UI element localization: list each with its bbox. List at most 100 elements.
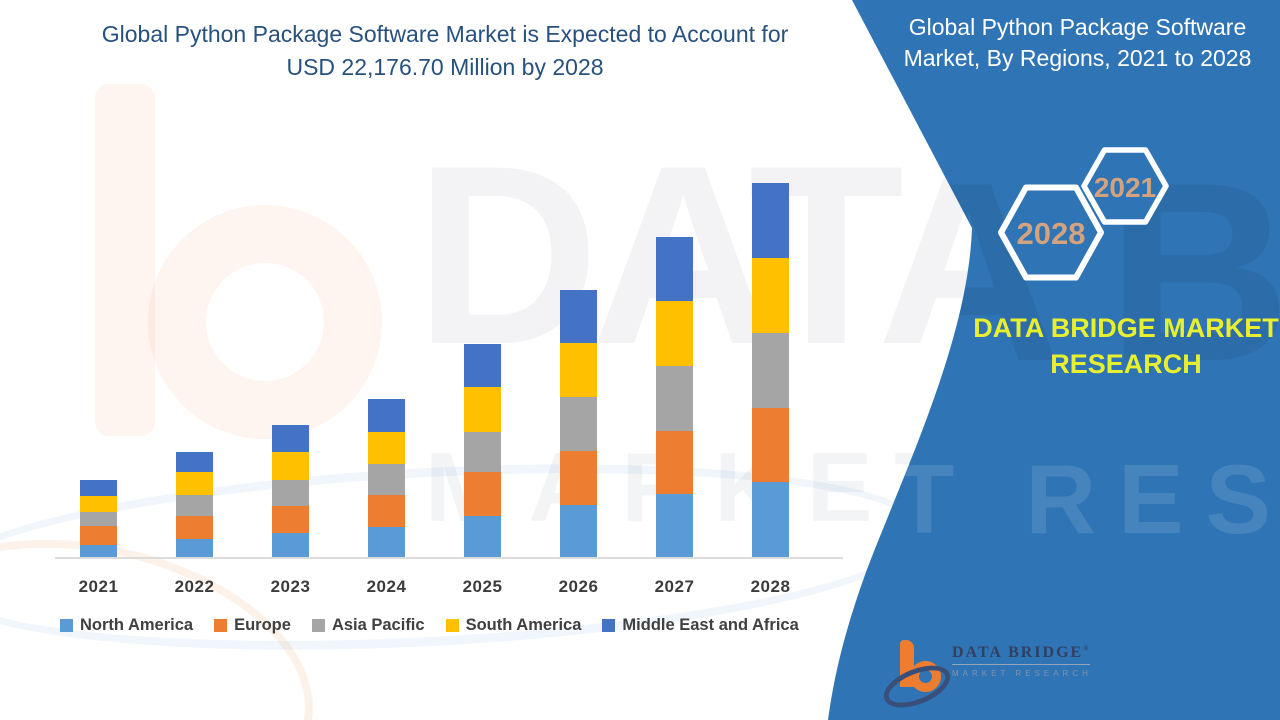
bar-segment-2021-europe — [80, 526, 117, 545]
bar-segment-2022-asia-pacific — [176, 495, 213, 516]
bar-segment-2028-europe — [752, 407, 789, 483]
legend-item-asia-pacific: Asia Pacific — [311, 616, 425, 635]
bar-segment-2025-north-america — [464, 516, 501, 558]
legend-swatch-north-america — [60, 619, 73, 632]
x-axis-label-2028: 2028 — [750, 577, 791, 596]
watermark-logo-stem — [95, 84, 155, 436]
bar-segment-2023-north-america — [272, 532, 309, 558]
legend-item-south-america: South America — [445, 616, 582, 635]
legend-swatch-south-america — [445, 619, 459, 632]
side-panel-heading-line1: Global Python Package Software — [908, 14, 1247, 40]
bar-segment-2023-asia-pacific — [272, 479, 309, 507]
legend-swatch-middle-east-and-africa — [602, 619, 616, 632]
x-axis-label-2024: 2024 — [366, 577, 407, 596]
bar-segment-2026-middle-east-and-africa — [560, 290, 597, 343]
logo-underline — [952, 664, 1090, 665]
bar-segment-2024-north-america — [368, 527, 405, 558]
brand-name-text: DATA BRIDGE MARKET RESEARCH — [965, 310, 1280, 382]
bar-2024 — [368, 399, 405, 558]
bar-segment-2024-europe — [368, 495, 405, 528]
logo-b-bowl — [910, 661, 941, 692]
bar-segment-2024-asia-pacific — [368, 464, 405, 496]
chart-title: Global Python Package Software Market is… — [30, 18, 860, 84]
legend-label-north-america: North America — [80, 616, 194, 634]
side-panel-heading-line2: Market, By Regions, 2021 to 2028 — [903, 45, 1252, 71]
legend-swatch-europe — [214, 619, 228, 632]
legend-label-middle-east-and-africa: Middle East and Africa — [622, 616, 799, 634]
registered-trademark-symbol: ® — [1083, 644, 1089, 653]
bar-segment-2027-north-america — [656, 493, 693, 558]
bar-2021 — [80, 479, 117, 558]
bar-segment-2021-north-america — [80, 544, 117, 558]
chart-legend: North America Europe Asia Pacific South Ame… — [60, 616, 799, 635]
side-panel-shape — [828, 0, 1280, 720]
bar-segment-2021-middle-east-and-africa — [80, 479, 117, 497]
bar-segment-2027-middle-east-and-africa — [656, 236, 693, 301]
bar-segment-2026-asia-pacific — [560, 396, 597, 452]
brand-name-line1: DATA BRIDGE MARKET — [973, 313, 1279, 343]
bar-2022 — [176, 452, 213, 558]
bar-segment-2022-north-america — [176, 538, 213, 558]
bar-2023 — [272, 424, 309, 558]
x-axis-label-2022: 2022 — [174, 577, 215, 596]
bar-2027 — [656, 236, 693, 558]
databridge-logo: DATA BRIDGE® MARKET RESEARCH — [877, 639, 1160, 716]
bar-segment-2025-south-america — [464, 387, 501, 432]
x-axis-label-2027: 2027 — [654, 577, 695, 596]
legend-item-north-america: North America — [60, 616, 193, 635]
bar-2025 — [464, 344, 501, 558]
bar-segment-2023-europe — [272, 506, 309, 533]
logo-company-name: DATA BRIDGE® — [952, 644, 1092, 662]
bar-2028 — [752, 182, 789, 558]
chart-title-line2: USD 22,176.70 Million by 2028 — [286, 54, 604, 80]
bar-segment-2025-middle-east-and-africa — [464, 344, 501, 387]
hexagon-2021-outline — [1081, 147, 1169, 225]
bar-segment-2022-south-america — [176, 472, 213, 496]
bar-segment-2026-north-america — [560, 505, 597, 558]
bar-segment-2027-asia-pacific — [656, 365, 693, 432]
logo-text-block: DATA BRIDGE® MARKET RESEARCH — [952, 644, 1092, 678]
x-axis-line — [55, 557, 843, 559]
hexagon-2028-outline — [998, 184, 1104, 281]
bar-segment-2026-south-america — [560, 342, 597, 397]
legend-item-middle-east-and-africa: Middle East and Africa — [602, 616, 799, 635]
legend-label-asia-pacific: Asia Pacific — [331, 616, 425, 634]
side-panel-heading: Global Python Package Software Market, B… — [880, 12, 1275, 74]
bar-segment-2024-middle-east-and-africa — [368, 399, 405, 433]
legend-label-south-america: South America — [465, 616, 582, 634]
legend-swatch-asia-pacific — [311, 619, 325, 632]
x-axis-label-2026: 2026 — [558, 577, 599, 596]
bar-segment-2021-south-america — [80, 496, 117, 513]
bar-segment-2023-middle-east-and-africa — [272, 424, 309, 452]
databridge-logo-icon — [877, 639, 957, 716]
bar-segment-2024-south-america — [368, 432, 405, 465]
logo-subtitle: MARKET RESEARCH — [952, 669, 1092, 678]
bar-segment-2022-europe — [176, 515, 213, 539]
x-axis-label-2025: 2025 — [462, 577, 503, 596]
chart-title-line1: Global Python Package Software Market is… — [101, 21, 789, 47]
bar-segment-2025-europe — [464, 471, 501, 517]
x-axis-label-2021: 2021 — [78, 577, 119, 596]
logo-name-text: DATA BRIDGE — [952, 644, 1084, 661]
hexagon-2028: 2028 — [998, 184, 1104, 281]
bar-segment-2023-south-america — [272, 451, 309, 480]
bar-segment-2028-middle-east-and-africa — [752, 182, 789, 258]
bar-segment-2028-asia-pacific — [752, 332, 789, 408]
legend-label-europe: Europe — [234, 616, 291, 634]
bar-segment-2025-asia-pacific — [464, 431, 501, 472]
bar-segment-2027-south-america — [656, 300, 693, 366]
bar-segment-2026-europe — [560, 451, 597, 506]
hexagon-2021: 2021 — [1081, 147, 1169, 225]
bar-segment-2028-south-america — [752, 257, 789, 333]
bar-segment-2027-europe — [656, 431, 693, 494]
brand-name-line2: RESEARCH — [1050, 349, 1202, 379]
bar-segment-2021-asia-pacific — [80, 512, 117, 527]
x-axis-label-2023: 2023 — [270, 577, 311, 596]
hexagon-year-2028: 2028 — [1017, 216, 1086, 251]
bar-2026 — [560, 290, 597, 558]
bar-segment-2028-north-america — [752, 482, 789, 558]
